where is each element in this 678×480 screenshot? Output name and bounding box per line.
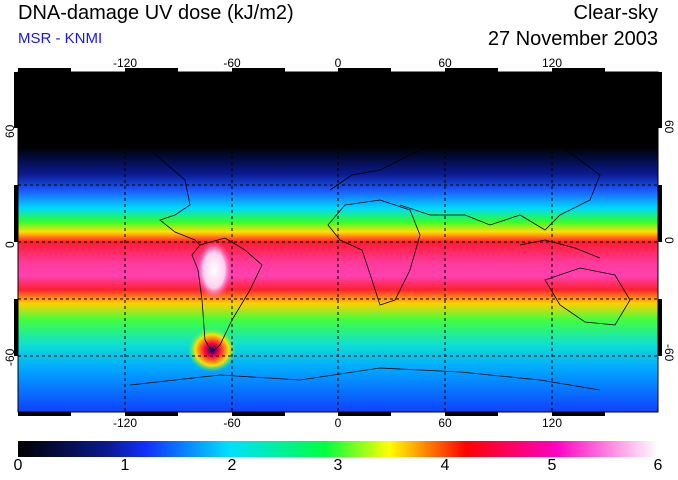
lon-tick-top: 0 xyxy=(334,56,342,70)
map-date: 27 November 2003 xyxy=(487,28,658,50)
colorbar-label: 0 xyxy=(13,457,23,474)
colorbar-label: 5 xyxy=(547,457,557,474)
colorbar-label: 1 xyxy=(120,457,130,474)
lat-tick-left: -60 xyxy=(3,348,17,366)
lon-tick-bottom: -60 xyxy=(223,416,241,430)
lon-tick-top: 60 xyxy=(438,56,452,70)
lon-tick-bottom: -120 xyxy=(112,416,138,430)
colorbar-label: 4 xyxy=(440,457,450,474)
lat-tick-left: 60 xyxy=(3,124,17,138)
colorbar xyxy=(18,441,658,457)
colorbar-label: 3 xyxy=(333,457,343,474)
map-title: DNA-damage UV dose (kJ/m2) xyxy=(18,2,294,24)
lon-tick-bottom: 0 xyxy=(334,416,342,430)
lat-tick-left: 0 xyxy=(3,241,17,248)
colorbar-label: 6 xyxy=(653,457,663,474)
map-frame xyxy=(14,68,662,416)
high-dose-region xyxy=(196,240,232,300)
lon-tick-top: -60 xyxy=(223,56,241,70)
lat-tick-right: 0 xyxy=(662,237,676,244)
colorbar-label: 2 xyxy=(227,457,237,474)
sky-condition: Clear-sky xyxy=(573,2,658,24)
source-label: MSR - KNMI xyxy=(18,30,103,47)
ozone-hole-region xyxy=(188,328,236,372)
map-field xyxy=(18,72,658,412)
lon-tick-bottom: 120 xyxy=(541,416,563,430)
lat-tick-right: 60 xyxy=(662,120,676,134)
lon-tick-top: -120 xyxy=(112,56,138,70)
lon-tick-bottom: 60 xyxy=(438,416,452,430)
graticule xyxy=(18,72,658,412)
lon-tick-top: 120 xyxy=(541,56,563,70)
lat-tick-right: -60 xyxy=(662,344,676,362)
